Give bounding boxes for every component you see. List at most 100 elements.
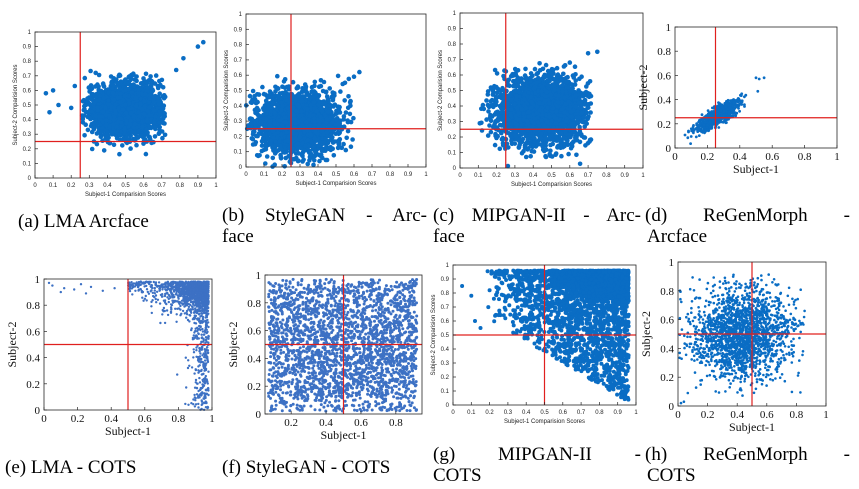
data-point	[273, 139, 278, 144]
data-point	[153, 114, 158, 119]
data-point	[152, 134, 158, 139]
data-point	[290, 79, 296, 85]
data-point	[122, 93, 128, 99]
data-point	[72, 83, 78, 89]
data-point	[342, 98, 347, 103]
data-point	[267, 119, 273, 124]
y-tick-label: 0.4	[23, 118, 32, 124]
x-tick-label: 0.6	[350, 172, 359, 178]
x-tick-label: 0.9	[404, 172, 413, 178]
data-point	[308, 102, 314, 108]
data-point	[332, 139, 337, 144]
data-point	[257, 153, 262, 158]
x-tick-label: 0	[33, 183, 37, 189]
data-point	[293, 108, 299, 114]
data-point	[335, 130, 341, 135]
data-point	[110, 86, 115, 91]
data-point	[307, 113, 313, 119]
y-tick-label: 1	[239, 12, 243, 18]
data-point	[134, 142, 139, 148]
data-point	[327, 86, 332, 91]
data-point	[317, 118, 323, 124]
data-point	[85, 127, 91, 133]
y-tick-label: 0.6	[23, 88, 32, 94]
data-point	[329, 136, 335, 141]
data-point	[267, 123, 273, 128]
data-point	[247, 116, 253, 122]
data-point	[79, 113, 85, 118]
data-point	[345, 128, 351, 134]
data-point	[148, 125, 154, 131]
data-point	[250, 88, 256, 94]
data-point	[319, 148, 325, 153]
data-point	[335, 73, 341, 79]
data-point	[123, 87, 129, 93]
data-point	[326, 146, 331, 152]
data-point	[263, 98, 269, 103]
data-point	[68, 105, 74, 111]
x-tick-label: 0.3	[85, 183, 94, 189]
data-point	[131, 113, 137, 119]
data-point	[263, 111, 269, 116]
data-point	[273, 89, 278, 94]
data-point	[270, 155, 276, 161]
data-point	[87, 115, 93, 121]
data-point	[297, 104, 302, 110]
data-point	[132, 130, 137, 136]
data-point	[97, 94, 103, 99]
data-point	[173, 67, 179, 73]
data-point	[311, 89, 317, 94]
data-point	[99, 129, 104, 134]
data-point	[133, 95, 139, 100]
data-point	[270, 128, 276, 134]
data-point	[265, 106, 271, 111]
data-point	[312, 153, 318, 158]
data-point	[278, 156, 284, 161]
data-point	[100, 114, 105, 119]
x-tick-label: 0.8	[176, 183, 185, 189]
data-point	[143, 151, 149, 157]
data-point	[113, 108, 118, 114]
data-point	[96, 72, 102, 78]
data-point	[312, 135, 317, 141]
data-point	[347, 100, 353, 105]
data-point	[282, 77, 288, 82]
x-tick-label: 0.2	[67, 183, 76, 189]
data-point	[286, 153, 291, 159]
points-b	[243, 69, 362, 169]
data-point	[267, 89, 273, 94]
data-point	[148, 74, 153, 79]
data-point	[93, 70, 98, 76]
data-point	[267, 131, 272, 136]
x-tick-label: 0.2	[278, 172, 287, 178]
data-point	[248, 100, 254, 105]
y-tick-label: 0.2	[23, 147, 32, 153]
data-point	[343, 147, 349, 153]
data-point	[321, 101, 327, 106]
data-point	[284, 130, 289, 135]
data-point	[330, 146, 335, 151]
data-point	[141, 76, 146, 81]
data-point	[101, 95, 107, 101]
data-point	[148, 83, 154, 88]
data-point	[83, 122, 88, 127]
data-point	[96, 125, 102, 131]
data-point	[259, 148, 265, 154]
x-axis-label: Subject-1 Comparision Scores	[85, 192, 166, 198]
data-point	[111, 142, 117, 148]
y-tick-label: 0.8	[23, 59, 32, 65]
data-point	[264, 154, 270, 159]
data-point	[151, 139, 156, 145]
x-tick-label: 1	[424, 172, 428, 178]
data-point	[284, 98, 289, 103]
data-point	[142, 92, 148, 97]
data-point	[263, 146, 269, 152]
data-point	[157, 91, 162, 96]
data-point	[278, 143, 283, 149]
chart-a: 0 0.1 0.2 0.3 0.4 0.5 0.6 0.7 0.8 0.9 100.10.20.30…	[13, 30, 218, 198]
data-point	[94, 141, 100, 147]
data-point	[100, 119, 105, 125]
data-point	[195, 44, 201, 49]
data-point	[295, 150, 300, 156]
data-point	[295, 84, 301, 89]
